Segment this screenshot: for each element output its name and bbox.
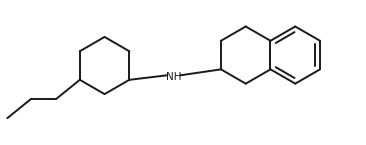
Text: NH: NH <box>166 72 181 82</box>
